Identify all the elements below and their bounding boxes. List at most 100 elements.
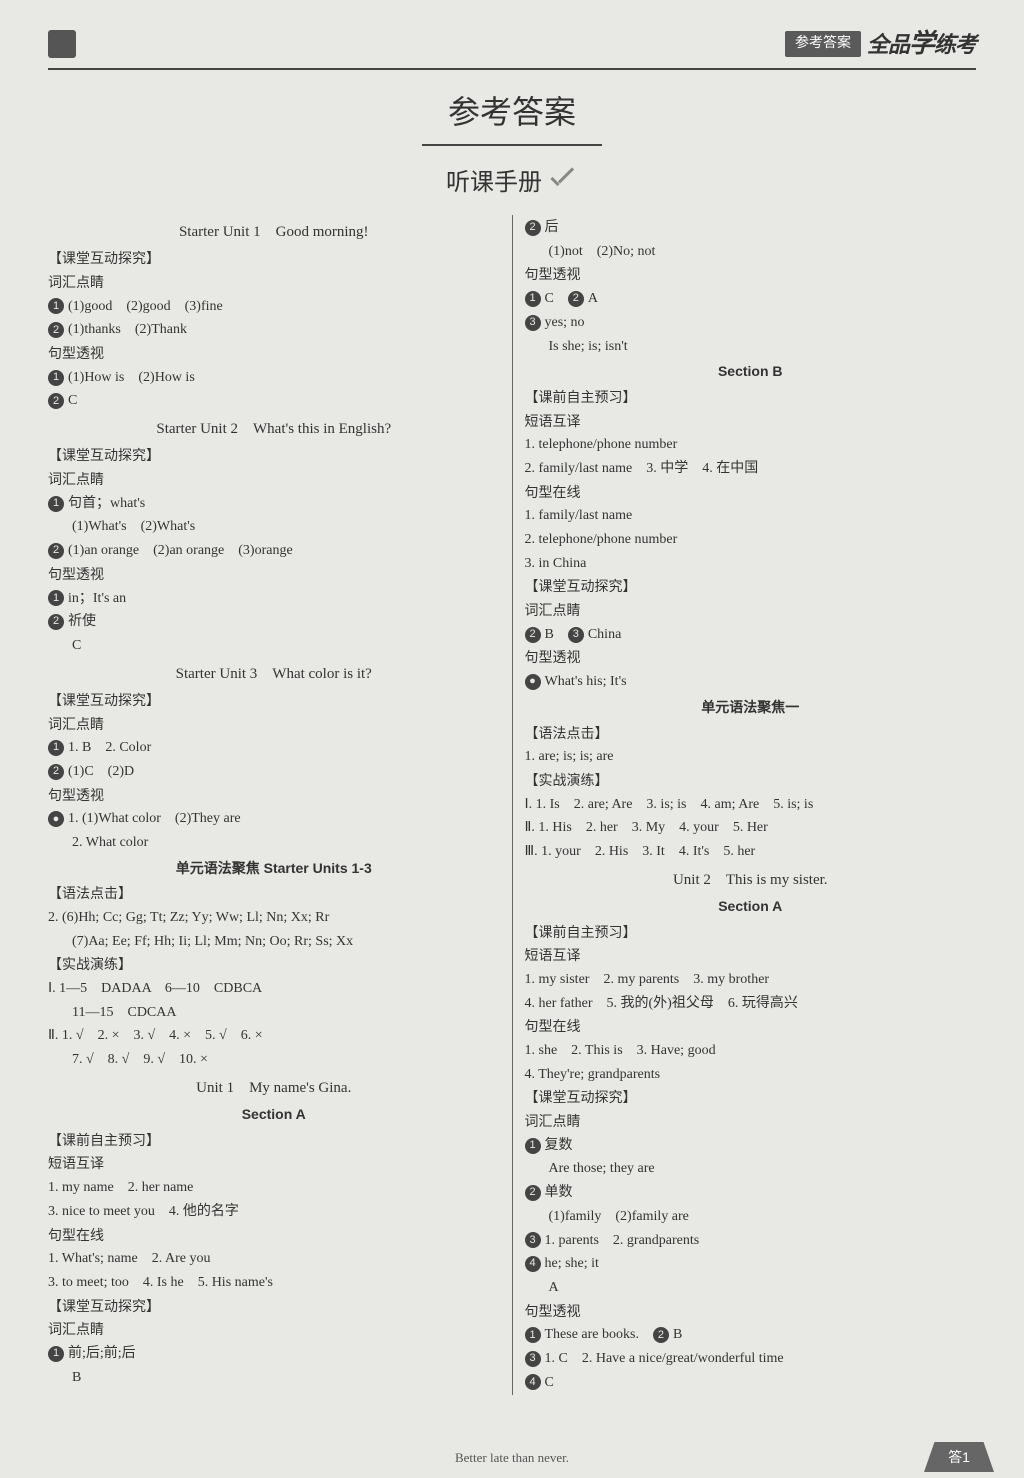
- u1-h1: 【课前自主预习】: [48, 1130, 500, 1152]
- brand-suffix: 练考: [934, 32, 976, 57]
- u2-l6b: (1)family (2)family are: [525, 1206, 977, 1228]
- su1-sub1: 词汇点睛: [48, 272, 500, 294]
- header-right: 参考答案 全品学练考: [785, 24, 976, 64]
- circle-1-icon: 1: [525, 1138, 541, 1154]
- su1-l4-text: C: [68, 393, 77, 408]
- u2-sh4: 句型透视: [525, 1301, 977, 1323]
- u1-l1: 1. my name 2. her name: [48, 1177, 500, 1199]
- su2-line4b: C: [48, 635, 500, 657]
- page-title: 参考答案: [422, 88, 602, 146]
- left-column: Starter Unit 1 Good morning! 【课堂互动探究】 词汇…: [48, 215, 513, 1395]
- circle-2-icon: 2: [525, 627, 541, 643]
- unit1-section-a: Section A: [48, 1104, 500, 1126]
- circle-1-icon: 1: [48, 1346, 64, 1362]
- u1c-l3-text: yes; no: [545, 315, 585, 330]
- u1c-l1: 2后: [525, 217, 977, 239]
- section-b-label: Section B: [525, 361, 977, 383]
- su1-l1-text: (1)good (2)good (3)fine: [68, 299, 223, 314]
- focus2-h2: 【实战演练】: [525, 770, 977, 792]
- u2-l10: 31. C 2. Have a nice/great/wonderful tim…: [525, 1348, 977, 1370]
- u2-l1: 1. my sister 2. my parents 3. my brother: [525, 969, 977, 991]
- su3-sub2: 句型透视: [48, 785, 500, 807]
- u1-sh3: 词汇点睛: [48, 1319, 500, 1341]
- circle-2-icon: 2: [568, 291, 584, 307]
- u2-l7: 31. parents 2. grandparents: [525, 1230, 977, 1252]
- page-number-badge: 答1: [924, 1442, 994, 1472]
- su2-sub2: 句型透视: [48, 564, 500, 586]
- u1-l4: 3. to meet; too 4. Is he 5. His name's: [48, 1272, 500, 1294]
- secB-l5: 3. in China: [525, 553, 977, 575]
- u2-l6: 2 单数: [525, 1182, 977, 1204]
- su2-line1: 1句首；what's: [48, 493, 500, 515]
- circle-2-icon: 2: [48, 764, 64, 780]
- u2-h2: 【课堂互动探究】: [525, 1087, 977, 1109]
- circle-3-icon: 3: [525, 315, 541, 331]
- su3-line2: 2(1)C (2)D: [48, 761, 500, 783]
- u2-l5: 1复数: [525, 1135, 977, 1157]
- circle-2-icon: 2: [525, 220, 541, 236]
- secB-l7-text: What's his; It's: [545, 674, 627, 689]
- circle-2-icon: 2: [525, 1185, 541, 1201]
- unit2-title: Unit 2 This is my sister.: [525, 869, 977, 892]
- u1c-sh1: 句型透视: [525, 264, 977, 286]
- checkmark-icon: [548, 170, 578, 194]
- starter-unit-3-title: Starter Unit 3 What color is it?: [48, 663, 500, 686]
- u2-l6-text: 单数: [545, 1185, 573, 1200]
- u2-l4: 4. They're; grandparents: [525, 1064, 977, 1086]
- su3-header: 【课堂互动探究】: [48, 690, 500, 712]
- circle-3-icon: 3: [525, 1232, 541, 1248]
- su2-l3-text: in；It's an: [68, 591, 126, 606]
- su3-line3b: 2. What color: [48, 832, 500, 854]
- circle-2-icon: 2: [48, 614, 64, 630]
- page-header: 参考答案 全品学练考: [48, 24, 976, 70]
- su1-line4: 2C: [48, 390, 500, 412]
- circle-2-icon: 2: [48, 543, 64, 559]
- u1c-l1b: (1)not (2)No; not: [525, 241, 977, 263]
- u1c-l2b-text: A: [588, 291, 598, 306]
- circle-1-icon: 1: [48, 298, 64, 314]
- circle-1-icon: 1: [48, 590, 64, 606]
- u1-h2: 【课堂互动探究】: [48, 1296, 500, 1318]
- u2-l8b: A: [525, 1277, 977, 1299]
- su2-line2: 2(1)an orange (2)an orange (3)orange: [48, 540, 500, 562]
- u1-l2: 3. nice to meet you 4. 他的名字: [48, 1201, 500, 1223]
- page-subtitle: 听课手册: [48, 164, 976, 201]
- circle-1-icon: 1: [48, 740, 64, 756]
- focus1-l1b: (7)Aa; Ee; Ff; Hh; Ii; Ll; Mm; Nn; Oo; R…: [48, 931, 500, 953]
- u2-l9b-text: B: [673, 1327, 682, 1342]
- su3-line3: ●1. (1)What color (2)They are: [48, 808, 500, 830]
- u2-h1: 【课前自主预习】: [525, 922, 977, 944]
- dot-icon: ●: [525, 674, 541, 690]
- su1-line1: 1 (1)good (2)good (3)fine: [48, 296, 500, 318]
- su3-l1-text: 1. B 2. Color: [68, 740, 151, 755]
- starter-unit-2-title: Starter Unit 2 What's this in English?: [48, 418, 500, 441]
- subtitle-text: 听课手册: [446, 164, 542, 201]
- secB-l3: 1. family/last name: [525, 505, 977, 527]
- focus2-l3: Ⅱ. 1. His 2. her 3. My 4. your 5. Her: [525, 817, 977, 839]
- circle-1-icon: 1: [525, 1327, 541, 1343]
- u1-l5b: B: [48, 1367, 500, 1389]
- unit2-section-a: Section A: [525, 896, 977, 918]
- content-columns: Starter Unit 1 Good morning! 【课堂互动探究】 词汇…: [48, 215, 976, 1395]
- secB-l1: 1. telephone/phone number: [525, 434, 977, 456]
- su1-sub2: 句型透视: [48, 343, 500, 365]
- u1-l5: 1 前;后;前;后: [48, 1343, 500, 1365]
- circle-2-icon: 2: [48, 393, 64, 409]
- circle-2-icon: 2: [48, 322, 64, 338]
- brand-prefix: 全品: [867, 32, 909, 57]
- focus1-l2b: 11—15 CDCAA: [48, 1002, 500, 1024]
- secB-sh4: 句型透视: [525, 647, 977, 669]
- secB-l6: 2B 3China: [525, 624, 977, 646]
- u1-l5-text: 前;后;前;后: [68, 1346, 136, 1361]
- right-column: 2后 (1)not (2)No; not 句型透视 1C 2A 3yes; no…: [513, 215, 977, 1395]
- u1-sh2: 句型在线: [48, 1225, 500, 1247]
- u2-sh1: 短语互译: [525, 945, 977, 967]
- circle-1-icon: 1: [48, 496, 64, 512]
- su1-line2: 2(1)thanks (2)Thank: [48, 319, 500, 341]
- secB-l4: 2. telephone/phone number: [525, 529, 977, 551]
- u2-l3: 1. she 2. This is 3. Have; good: [525, 1040, 977, 1062]
- u2-sh3: 词汇点睛: [525, 1111, 977, 1133]
- su2-l4-text: 祈使: [68, 614, 96, 629]
- focus2-h1: 【语法点击】: [525, 723, 977, 745]
- secB-l7: ● What's his; It's: [525, 671, 977, 693]
